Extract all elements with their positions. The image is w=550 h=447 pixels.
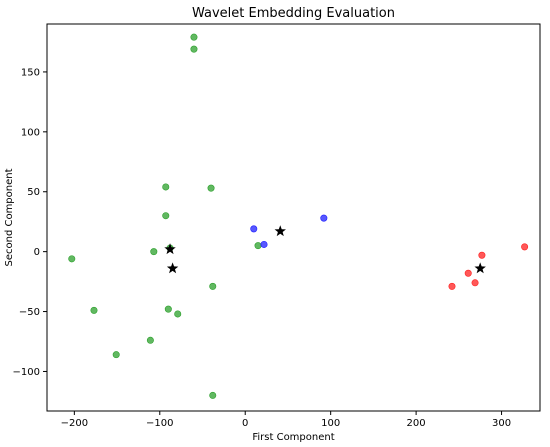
scatter-point [162, 212, 170, 220]
x-tick-label: 200 [407, 418, 426, 429]
scatter-point [68, 255, 76, 263]
scatter-point [209, 282, 217, 290]
y-tick-label: 100 [21, 127, 40, 138]
centroid-star-marker [166, 262, 179, 274]
y-tick-label: 50 [27, 187, 40, 198]
x-tick-label: 300 [492, 418, 511, 429]
y-tick-label: −100 [13, 367, 40, 378]
chart-title: Wavelet Embedding Evaluation [192, 6, 395, 21]
scatter-point [207, 184, 215, 192]
plot-area [46, 23, 541, 412]
scatter-point [90, 306, 98, 314]
y-tick-label: 150 [21, 67, 40, 78]
scatter-point [478, 251, 486, 259]
data-points [68, 33, 529, 399]
y-axis-ticks: −100 −50 0 50 100 150 [13, 67, 47, 378]
scatter-point [260, 240, 268, 248]
scatter-point [471, 279, 479, 287]
scatter-point [150, 248, 158, 256]
x-axis-ticks: −200 −100 0 100 200 300 [61, 411, 511, 429]
x-tick-label: −200 [61, 418, 88, 429]
scatter-point [250, 225, 258, 233]
centroid-star-marker [164, 243, 176, 255]
y-axis-label: Second Component [4, 168, 15, 266]
scatter-point [464, 269, 472, 277]
x-axis-label: First Component [252, 432, 334, 443]
x-tick-label: −100 [146, 418, 173, 429]
centroid-star-marker [274, 225, 286, 237]
scatter-point [209, 391, 217, 399]
scatter-point [320, 214, 328, 222]
scatter-point [164, 305, 172, 313]
y-tick-label: −50 [19, 307, 40, 318]
x-tick-label: 0 [242, 418, 248, 429]
scatter-point [146, 336, 154, 344]
x-tick-label: 100 [321, 418, 340, 429]
y-tick-label: 0 [34, 247, 40, 258]
scatter-point [162, 183, 170, 191]
scatter-point [112, 351, 120, 359]
scatter-point [190, 33, 198, 41]
centroid-star-marker [474, 262, 486, 274]
scatter-point [174, 310, 182, 318]
scatter-point [521, 243, 529, 251]
scatter-point [254, 242, 262, 250]
scatter-point [190, 45, 198, 53]
scatter-point [448, 282, 456, 290]
